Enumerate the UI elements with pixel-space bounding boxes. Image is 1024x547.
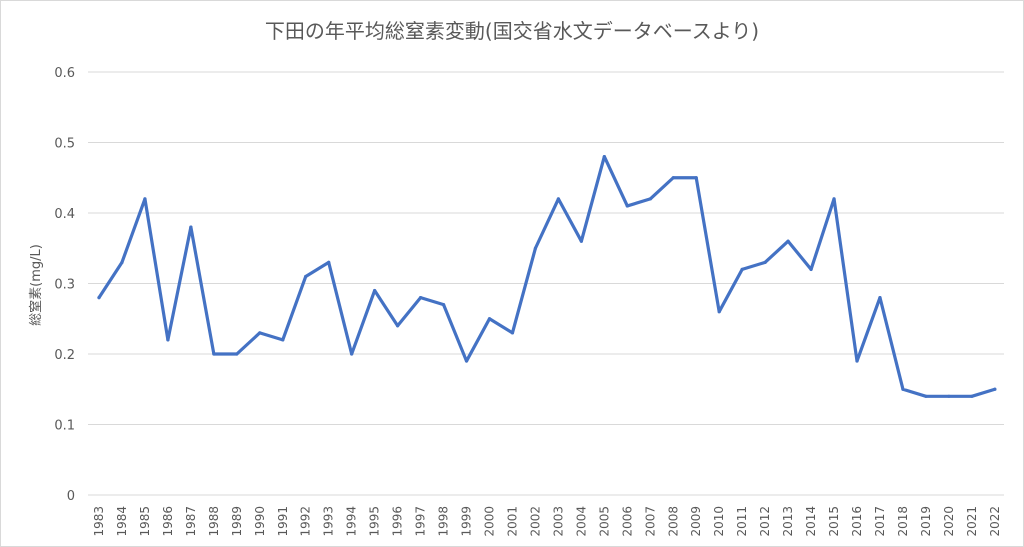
data-point xyxy=(487,317,492,321)
data-point xyxy=(832,197,836,201)
x-tick-label: 2014 xyxy=(804,506,818,537)
x-tick-label: 2000 xyxy=(482,506,496,537)
x-tick-label: 2018 xyxy=(896,506,910,537)
data-point xyxy=(671,176,675,180)
data-point xyxy=(350,352,354,356)
data-point xyxy=(878,296,882,300)
y-tick-label: 0.1 xyxy=(54,419,75,434)
x-tick-labels: 1983 1984 1985 1986 1987 1988 1989 1990 1991 1992… xyxy=(92,506,1002,537)
x-tick-label: 1992 xyxy=(299,506,313,537)
x-tick-label: 1996 xyxy=(391,506,405,537)
series-line xyxy=(97,155,997,398)
data-point xyxy=(993,387,997,391)
x-tick-label: 2003 xyxy=(551,506,565,537)
x-tick-label: 2008 xyxy=(666,506,680,537)
x-tick-label: 1988 xyxy=(207,506,221,537)
data-point xyxy=(120,260,124,264)
data-point xyxy=(189,225,193,229)
data-point xyxy=(166,338,170,342)
x-tick-label: 1984 xyxy=(115,506,129,537)
x-tick-label: 1983 xyxy=(92,506,106,537)
data-point xyxy=(418,296,423,300)
x-tick-label: 1994 xyxy=(345,506,359,537)
data-point xyxy=(212,352,216,356)
data-point xyxy=(304,274,308,279)
data-point xyxy=(717,310,721,314)
y-tick-label: 0.4 xyxy=(54,207,75,222)
x-tick-label: 2002 xyxy=(528,506,542,537)
data-point xyxy=(786,239,790,243)
x-tick-label: 2012 xyxy=(758,506,772,537)
x-tick-label: 2010 xyxy=(712,506,726,537)
x-tick-label: 2022 xyxy=(988,506,1002,537)
x-tick-label: 2009 xyxy=(689,506,703,537)
x-tick-label: 1997 xyxy=(414,506,428,537)
x-tick-label: 2011 xyxy=(735,506,749,537)
data-point xyxy=(970,394,974,398)
data-point xyxy=(464,359,469,363)
data-point xyxy=(533,246,538,250)
y-axis-label: 総窒素(mg/L) xyxy=(28,244,44,326)
data-point xyxy=(947,394,951,398)
x-tick-label: 1998 xyxy=(437,506,451,537)
y-tick-label: 0.2 xyxy=(54,348,75,363)
data-point xyxy=(809,267,813,271)
x-tick-label: 2013 xyxy=(781,506,795,537)
x-tick-label: 1986 xyxy=(161,506,175,537)
y-tick-label: 0 xyxy=(67,489,75,504)
x-tick-label: 1993 xyxy=(322,506,336,537)
x-tick-label: 2020 xyxy=(942,506,956,537)
data-point xyxy=(373,288,377,293)
data-point xyxy=(327,260,331,264)
data-point xyxy=(579,239,583,243)
x-tick-label: 2006 xyxy=(620,506,634,537)
data-point xyxy=(441,303,446,307)
x-tick-label: 1995 xyxy=(368,506,382,537)
x-tick-label: 2019 xyxy=(919,506,933,537)
data-point xyxy=(694,176,698,180)
y-tick-labels: 0 0.1 0.2 0.3 0.4 0.5 0.6 xyxy=(54,66,75,504)
x-tick-label: 2001 xyxy=(505,506,519,537)
data-point xyxy=(763,260,767,264)
x-tick-label: 2017 xyxy=(873,506,887,537)
data-point xyxy=(740,267,744,271)
data-point xyxy=(625,204,629,208)
x-tick-label: 1990 xyxy=(253,506,267,537)
data-point xyxy=(235,352,239,356)
data-point xyxy=(97,296,101,300)
gridlines xyxy=(88,71,1004,496)
data-point xyxy=(901,387,905,391)
data-point xyxy=(648,197,652,201)
y-tick-label: 0.3 xyxy=(54,278,75,293)
data-point xyxy=(924,394,928,398)
x-tick-label: 1987 xyxy=(184,506,198,537)
data-point xyxy=(281,338,285,342)
y-tick-label: 0.5 xyxy=(54,137,75,152)
data-point xyxy=(556,197,561,201)
data-point xyxy=(510,331,515,335)
x-tick-label: 2021 xyxy=(965,506,979,537)
x-tick-label: 2004 xyxy=(574,506,588,537)
data-point xyxy=(602,155,606,159)
x-tick-label: 1985 xyxy=(138,506,152,537)
x-tick-label: 2016 xyxy=(850,506,864,537)
x-tick-label: 2005 xyxy=(597,506,611,537)
x-tick-label: 1989 xyxy=(230,506,244,537)
x-tick-label: 1991 xyxy=(276,506,290,537)
x-tick-label: 1999 xyxy=(460,506,474,537)
data-point xyxy=(396,324,400,328)
chart-title: 下田の年平均総窒素変動(国交省水文データベースより) xyxy=(265,19,759,43)
x-tick-label: 2015 xyxy=(827,506,841,537)
data-point xyxy=(855,359,859,363)
data-point xyxy=(143,197,147,201)
series-layer xyxy=(97,155,997,398)
y-tick-label: 0.6 xyxy=(54,66,75,81)
data-point xyxy=(258,331,262,335)
x-tick-label: 2007 xyxy=(643,506,657,537)
